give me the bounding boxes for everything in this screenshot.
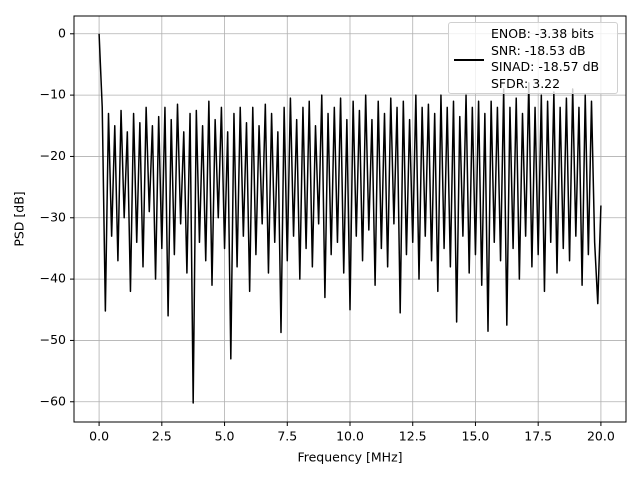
x-tick-label: 5.0 (215, 429, 235, 444)
x-tick-label: 0.0 (89, 429, 109, 444)
x-tick-label: 12.5 (399, 429, 427, 444)
legend: ENOB: -3.38 bits SNR: -18.53 dB SINAD: -… (448, 22, 618, 94)
x-tick-label: 7.5 (277, 429, 297, 444)
y-tick-label: −40 (40, 271, 66, 286)
legend-label: ENOB: -3.38 bits SNR: -18.53 dB SINAD: -… (491, 26, 600, 91)
y-tick-label: −50 (40, 332, 66, 347)
y-tick-label: −30 (40, 209, 66, 224)
y-tick-label: 0 (58, 25, 66, 40)
x-axis-label: Frequency [MHz] (297, 450, 402, 465)
plot-area (98, 33, 602, 404)
y-tick-label: −60 (40, 393, 66, 408)
legend-swatch (454, 59, 484, 61)
x-tick-label: 17.5 (524, 429, 552, 444)
y-axis-label: PSD [dB] (12, 191, 27, 246)
y-tick-label: −20 (40, 148, 66, 163)
x-tick-label: 10.0 (336, 429, 364, 444)
x-tick-label: 20.0 (587, 429, 615, 444)
x-tick-label: 2.5 (152, 429, 172, 444)
y-tick-label: −10 (40, 87, 66, 102)
psd-line (98, 33, 602, 404)
x-tick-label: 15.0 (462, 429, 490, 444)
